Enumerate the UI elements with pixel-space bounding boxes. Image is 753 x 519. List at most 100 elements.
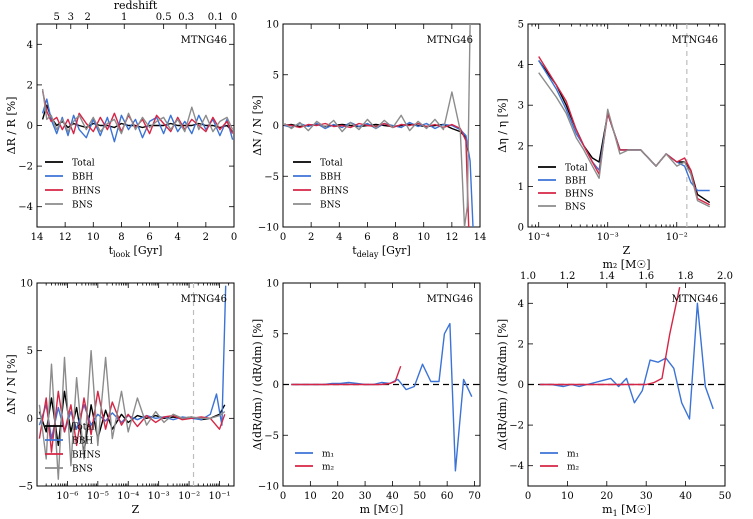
panel-p5: 0 10 20 30 40 50 60 70 −10 −5 0 5 10 MTNG46 m₁ m₂ m [M☉]… (251, 279, 481, 517)
legend-label: BBH (320, 173, 341, 183)
series-group (291, 322, 473, 472)
legend-label: BNS (565, 203, 586, 213)
x-tick-label: 2 (203, 232, 209, 243)
legend-label: BHNS (72, 451, 101, 461)
axes-frame (36, 282, 235, 487)
top-axis-tick-label: 0.5 (156, 12, 172, 23)
x-label-unit: [Gyr] (130, 244, 162, 257)
y-tick-label: −2 (18, 162, 33, 173)
x-tick-label: 60 (441, 491, 454, 502)
legend-label: m₁ (567, 450, 579, 460)
panel-tag: MTNG46 (181, 35, 227, 46)
series-line-m₂ (291, 365, 402, 386)
x-tick-label: 50 (719, 491, 732, 502)
y-tick-label: 5 (518, 20, 524, 31)
legend-label: BNS (72, 201, 93, 211)
x-label-sub: delay (357, 250, 379, 259)
x-label-main: m (602, 503, 613, 516)
x-label-unit: [Gyr] (378, 244, 410, 257)
y-tick-label: −10 (258, 482, 279, 493)
series-line-m₁ (291, 322, 473, 472)
legend: m₁ m₂ (540, 450, 580, 473)
x-tick-label: 6 (146, 232, 152, 243)
series-line-bbh (284, 121, 474, 227)
x-tick-label: 8 (392, 232, 398, 243)
legend-label: BHNS (72, 187, 101, 197)
x-tick-label: 10 (417, 232, 430, 243)
x-tick-label: 10⁻⁶ (56, 491, 78, 502)
x-tick-label: 0 (231, 232, 237, 243)
series-line-total (284, 123, 470, 157)
y-tick-label: −5 (18, 482, 33, 493)
panel-tag: MTNG46 (427, 35, 473, 46)
x-label-sub: look (113, 250, 130, 259)
panel-tag: MTNG46 (427, 294, 473, 305)
series-line-m₂ (539, 286, 681, 386)
legend-label: BNS (320, 201, 341, 211)
x-tick-label: 0 (525, 491, 531, 502)
top-axis-tick-label: 0 (231, 12, 237, 23)
top-axis-tick-label: 1.8 (678, 271, 694, 282)
x-axis-label: m1 [M☉] (602, 503, 651, 518)
top-axis-tick-label: 1.0 (520, 271, 536, 282)
series-line-bns (538, 72, 711, 208)
x-tick-label: 10⁻⁴ (528, 232, 550, 243)
x-tick-label: 0 (280, 232, 286, 243)
legend-label: Total (72, 423, 95, 433)
x-label-main: t (109, 244, 114, 257)
series-line-bns (283, 24, 471, 227)
legend-label: BBH (72, 173, 93, 183)
y-tick-label: 0 (273, 121, 279, 132)
top-axis-label: redshift (114, 0, 158, 12)
legend-label: Total (320, 159, 343, 169)
x-tick-label: 10⁻⁴ (117, 491, 139, 502)
x-tick-label: 12 (445, 232, 458, 243)
x-axis-label: tdelay [Gyr] (352, 244, 410, 259)
top-axis-tick-label: 2.0 (717, 271, 733, 282)
series-line-bhns (284, 122, 470, 227)
series-line-bns (41, 88, 234, 135)
x-tick-label: 10⁻⁵ (87, 491, 109, 502)
series-line-bns (38, 350, 226, 480)
panel-p2: 0 2 4 6 8 10 12 14 −10 −5 0 5 10 MTNG46 Total BBH BHNS BN… (251, 20, 486, 260)
x-label-unit: [M☉] (618, 503, 651, 516)
y-tick-label: 5 (273, 70, 279, 81)
y-axis-label: ΔN / N [%] (251, 95, 264, 155)
x-tick-label: 20 (331, 491, 344, 502)
y-tick-label: 10 (266, 20, 279, 31)
x-tick-label: 10⁻² (178, 491, 200, 502)
y-tick-label: 10 (266, 279, 279, 290)
y-tick-label: 0 (27, 414, 33, 425)
top-axis-tick-label: 1.2 (559, 271, 575, 282)
y-tick-label: −5 (264, 431, 279, 442)
panel-tag: MTNG46 (181, 294, 227, 305)
legend-label: m₂ (567, 463, 580, 473)
series-group (38, 285, 227, 480)
x-tick-label: 10⁻² (666, 232, 688, 243)
x-tick-label: 10 (304, 491, 317, 502)
x-label-unit: [M☉] (370, 503, 403, 516)
x-tick-label: 14 (31, 232, 44, 243)
y-tick-label: −5 (264, 172, 279, 183)
x-axis-label: Z (623, 244, 631, 257)
x-tick-label: 4 (175, 232, 181, 243)
legend-label: m₁ (322, 450, 334, 460)
legend-label: BBH (72, 437, 93, 447)
x-label-main: t (352, 244, 357, 257)
top-axis-tick-label: 0.1 (208, 12, 224, 23)
x-tick-label: 2 (308, 232, 314, 243)
y-tick-label: −4 (18, 202, 33, 213)
axes-frame (527, 23, 726, 228)
y-tick-label: −2 (509, 421, 524, 432)
panel-tag: MTNG46 (672, 294, 718, 305)
y-axis-label: Δη / η [%] (496, 98, 509, 152)
y-tick-label: −4 (509, 461, 524, 472)
x-tick-label: 8 (118, 232, 124, 243)
x-tick-label: 4 (336, 232, 342, 243)
legend-label: Total (72, 159, 95, 169)
legend: Total BBH BHNS BNS (45, 159, 101, 211)
x-tick-label: 20 (600, 491, 613, 502)
series-group (41, 88, 234, 143)
x-tick-label: 30 (359, 491, 372, 502)
